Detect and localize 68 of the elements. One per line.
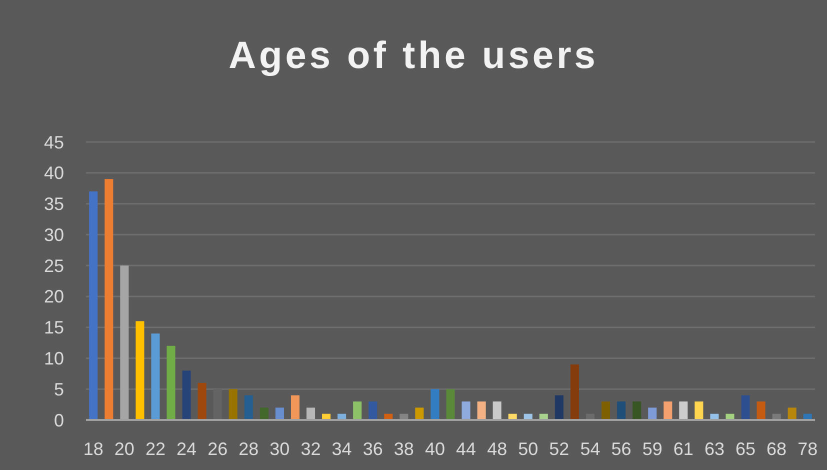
bar xyxy=(290,395,300,420)
bar xyxy=(244,395,253,420)
x-tick-label: 30 xyxy=(270,439,290,459)
bar xyxy=(756,401,766,420)
x-tick-label: 59 xyxy=(642,439,662,459)
x-tick-label: 26 xyxy=(208,439,228,459)
bar xyxy=(275,408,284,420)
bar xyxy=(430,389,440,420)
x-tick-label: 34 xyxy=(332,439,352,459)
bar xyxy=(554,395,564,420)
bar xyxy=(368,401,378,420)
x-tick-label: 36 xyxy=(362,439,383,459)
bar xyxy=(136,321,144,420)
bar xyxy=(182,370,191,420)
x-tick-label: 24 xyxy=(176,439,197,459)
bar xyxy=(694,401,704,420)
x-tick-label: 38 xyxy=(394,439,414,459)
bar xyxy=(260,408,268,420)
x-tick-label: 28 xyxy=(238,439,259,459)
bar xyxy=(89,191,98,420)
y-tick-label: 35 xyxy=(44,194,64,214)
y-tick-label: 5 xyxy=(54,379,64,400)
bar xyxy=(104,179,114,420)
bar xyxy=(151,334,160,420)
bar xyxy=(788,408,796,420)
bar xyxy=(462,401,470,420)
x-tick-label: 50 xyxy=(518,439,538,459)
bar xyxy=(415,408,424,420)
bar xyxy=(570,364,579,420)
y-tick-label: 0 xyxy=(54,410,64,430)
x-tick-label: 56 xyxy=(611,439,632,459)
bar xyxy=(353,401,362,420)
bar xyxy=(446,389,455,420)
x-tick-label: 32 xyxy=(300,439,321,459)
bar xyxy=(617,401,626,420)
bar xyxy=(477,401,486,420)
x-tick-label: 65 xyxy=(736,439,756,459)
y-tick-label: 45 xyxy=(44,132,64,152)
x-tick-label: 78 xyxy=(798,439,818,459)
y-tick-label: 15 xyxy=(44,318,64,338)
x-tick-label: 48 xyxy=(487,439,508,459)
x-tick-label: 18 xyxy=(83,439,104,459)
x-tick-label: 40 xyxy=(424,439,445,459)
bar xyxy=(741,395,750,420)
x-tick-label: 20 xyxy=(114,439,134,459)
bar xyxy=(632,401,642,420)
x-tick-label: 68 xyxy=(766,439,787,459)
bar xyxy=(664,401,672,420)
x-tick-label: 44 xyxy=(456,439,476,459)
x-tick-label: 61 xyxy=(673,439,694,459)
x-tick-label: 52 xyxy=(549,439,570,459)
x-tick-label: 63 xyxy=(704,439,724,459)
bar xyxy=(679,401,688,420)
bar xyxy=(198,382,206,420)
bar xyxy=(492,401,502,420)
x-tick-label: 54 xyxy=(580,439,600,459)
y-tick-label: 30 xyxy=(44,224,64,245)
bar xyxy=(228,389,238,420)
y-tick-label: 40 xyxy=(44,163,64,184)
bar xyxy=(602,401,610,420)
y-tick-label: 20 xyxy=(44,286,64,307)
y-tick-label: 10 xyxy=(44,348,64,369)
y-tick-label: 25 xyxy=(44,256,64,276)
bar xyxy=(306,408,316,420)
bar xyxy=(166,346,176,420)
bar xyxy=(648,408,657,420)
x-tick-label: 22 xyxy=(145,439,166,459)
chart-title: Ages of the users xyxy=(228,35,598,77)
